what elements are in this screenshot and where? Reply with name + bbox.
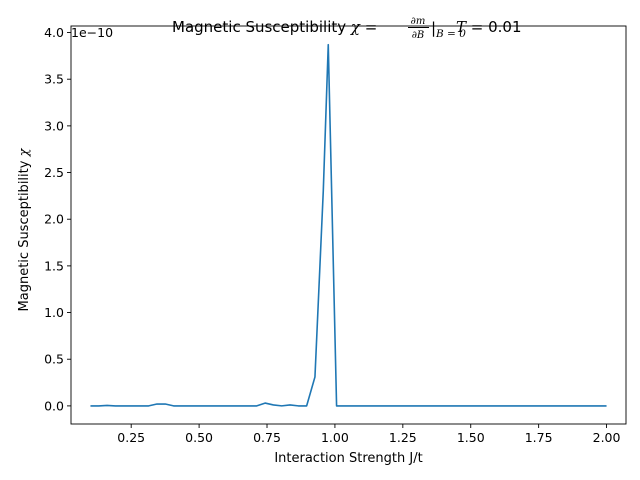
- series-line: [90, 43, 607, 407]
- chart-title: Magnetic Susceptibility χ = ∂m ∂B | B = …: [172, 16, 522, 41]
- svg-text:Magnetic Susceptibility χ =: Magnetic Susceptibility χ =: [172, 18, 377, 36]
- y-tick-label: 0.5: [44, 352, 64, 367]
- y-tick-label: 3.0: [44, 118, 64, 133]
- x-tick-label: 1.00: [321, 430, 349, 445]
- title-fraction-numerator: ∂m: [411, 16, 426, 27]
- title-equals: =: [360, 18, 377, 36]
- series-layer: [90, 43, 607, 407]
- y-tick-label: 3.5: [44, 72, 64, 87]
- title-fraction-denominator: ∂B: [412, 30, 425, 41]
- title-eval-bar: |: [431, 19, 436, 37]
- y-tick-label: 2.0: [44, 212, 64, 227]
- y-tick-label: 1.5: [44, 258, 64, 273]
- x-tick-label: 2.00: [593, 430, 621, 445]
- x-tick-label: 1.50: [457, 430, 485, 445]
- y-axis-label-text: Magnetic Susceptibility: [17, 156, 32, 311]
- x-tick-label: 1.75: [525, 430, 553, 445]
- svg-text:T = 0.01: T = 0.01: [456, 18, 522, 36]
- y-offset-label: 1e−10: [71, 25, 113, 40]
- y-axis-label: Magnetic Susceptibility χ: [17, 147, 32, 311]
- x-tick-label: 0.75: [253, 430, 281, 445]
- title-chi: χ: [350, 18, 361, 36]
- title-subscript: B = 0: [435, 28, 466, 40]
- y-axis-ticks: 0.0 0.5 1.0 1.5 2.0 2.5 3.0 3.5 4.0: [44, 25, 71, 413]
- x-axis-ticks: 0.25 0.50 0.75 1.00 1.25 1.50 1.75 2.00: [117, 424, 621, 445]
- y-axis-label-symbol: χ: [17, 147, 32, 157]
- title-temperature-value: = 0.01: [466, 18, 522, 36]
- y-tick-label: 4.0: [44, 25, 64, 40]
- y-tick-label: 1.0: [44, 305, 64, 320]
- title-prefix: Magnetic Susceptibility: [172, 18, 351, 36]
- y-tick-label: 2.5: [44, 165, 64, 180]
- y-tick-label: 0.0: [44, 398, 64, 413]
- x-axis-label: Interaction Strength J/t: [274, 451, 422, 466]
- x-tick-label: 0.25: [117, 430, 145, 445]
- x-tick-label: 0.50: [185, 430, 213, 445]
- title-temperature-symbol: T: [456, 18, 467, 36]
- x-tick-label: 1.25: [389, 430, 417, 445]
- plot-frame: [70, 25, 627, 425]
